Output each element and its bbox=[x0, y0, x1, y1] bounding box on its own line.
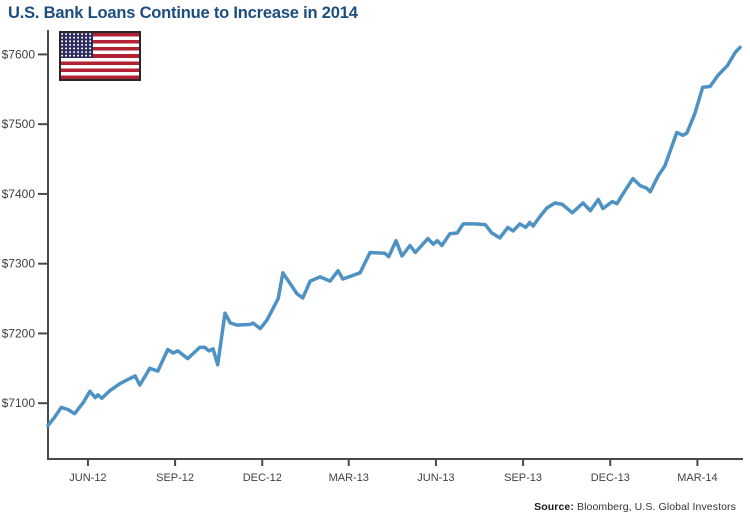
source-text: Bloomberg, U.S. Global Investors bbox=[573, 501, 736, 513]
us-flag-icon bbox=[59, 31, 141, 81]
page-title: U.S. Bank Loans Continue to Increase in … bbox=[8, 4, 358, 22]
y-tick-label: $7100 bbox=[2, 396, 36, 410]
source-note: Source: Bloomberg, U.S. Global Investors bbox=[534, 501, 736, 513]
y-tick-label: $7500 bbox=[2, 117, 36, 131]
x-tick-label: JUN-12 bbox=[69, 472, 106, 484]
y-tick-label: $7600 bbox=[2, 47, 36, 61]
source-label: Source: bbox=[534, 501, 574, 513]
y-tick-label: $7300 bbox=[2, 257, 36, 271]
us-flag-canton bbox=[61, 33, 93, 58]
y-tick-label: $7400 bbox=[2, 187, 36, 201]
x-tick-label: MAR-14 bbox=[677, 472, 717, 484]
loan-series-line bbox=[46, 45, 742, 428]
x-tick-label: SEP-12 bbox=[156, 472, 194, 484]
x-tick-label: SEP-13 bbox=[504, 472, 542, 484]
x-tick-label: JUN-13 bbox=[417, 472, 454, 484]
x-tick-label: MAR-13 bbox=[329, 472, 369, 484]
x-tick-label: DEC-13 bbox=[591, 472, 630, 484]
x-tick-label: DEC-12 bbox=[243, 472, 282, 484]
y-tick-label: $7200 bbox=[2, 326, 36, 340]
